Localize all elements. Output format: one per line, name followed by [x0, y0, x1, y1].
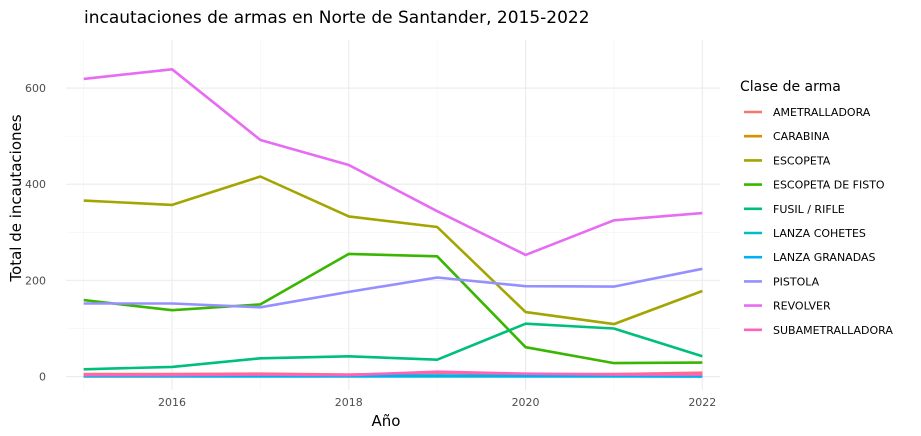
series-line	[83, 370, 703, 377]
x-tick-label: 2016	[158, 396, 186, 409]
legend-label: REVOLVER	[773, 300, 831, 313]
series-line	[83, 175, 703, 326]
series-lines	[83, 68, 703, 378]
y-tick-label: 400	[25, 178, 46, 191]
x-tick-label: 2018	[335, 396, 363, 409]
legend-label: ESCOPETA	[773, 154, 831, 167]
legend-item: LANZA GRANADAS	[744, 251, 875, 264]
legend-label: CARABINA	[773, 130, 830, 143]
series-line	[83, 252, 703, 365]
x-axis-title: Año	[372, 412, 401, 430]
legend-label: AMETRALLADORA	[773, 106, 871, 119]
legend-item: AMETRALLADORA	[744, 106, 871, 119]
legend-item: REVOLVER	[744, 300, 831, 313]
legend-item: SUBAMETRALLADORA	[744, 324, 893, 337]
legend: Clase de arma AMETRALLADORA CARABINA ESCOP…	[740, 79, 893, 337]
legend-item: ESCOPETA	[744, 154, 831, 167]
legend-label: SUBAMETRALLADORA	[773, 324, 893, 337]
legend-item: ESCOPETA DE FISTO	[744, 179, 885, 192]
legend-label: FUSIL / RIFLE	[773, 203, 845, 216]
legend-label: PISTOLA	[773, 275, 820, 288]
y-tick-label: 600	[25, 82, 46, 95]
y-tick-label: 0	[39, 371, 46, 384]
legend-label: LANZA COHETES	[773, 227, 866, 240]
x-tick-label: 2022	[688, 396, 716, 409]
x-axis-tick-labels: 2016 2018 2020 2022	[158, 396, 716, 409]
y-axis-tick-labels: 0 200 400 600	[25, 82, 46, 383]
legend-title: Clase de arma	[740, 79, 841, 95]
legend-item: PISTOLA	[744, 275, 820, 288]
series-line	[83, 322, 703, 371]
legend-label: ESCOPETA DE FISTO	[773, 179, 885, 192]
y-axis-title: Total de incautaciones	[7, 114, 25, 282]
legend-label: LANZA GRANADAS	[773, 251, 875, 264]
legend-item: CARABINA	[744, 130, 830, 143]
chart-title: incautaciones de armas en Norte de Santa…	[84, 8, 590, 28]
series-line	[83, 267, 703, 309]
series-line	[83, 68, 703, 257]
y-tick-label: 200	[25, 274, 46, 287]
legend-item: LANZA COHETES	[744, 227, 866, 240]
legend-item: FUSIL / RIFLE	[744, 203, 845, 216]
grid	[66, 40, 720, 390]
x-tick-label: 2020	[512, 396, 540, 409]
